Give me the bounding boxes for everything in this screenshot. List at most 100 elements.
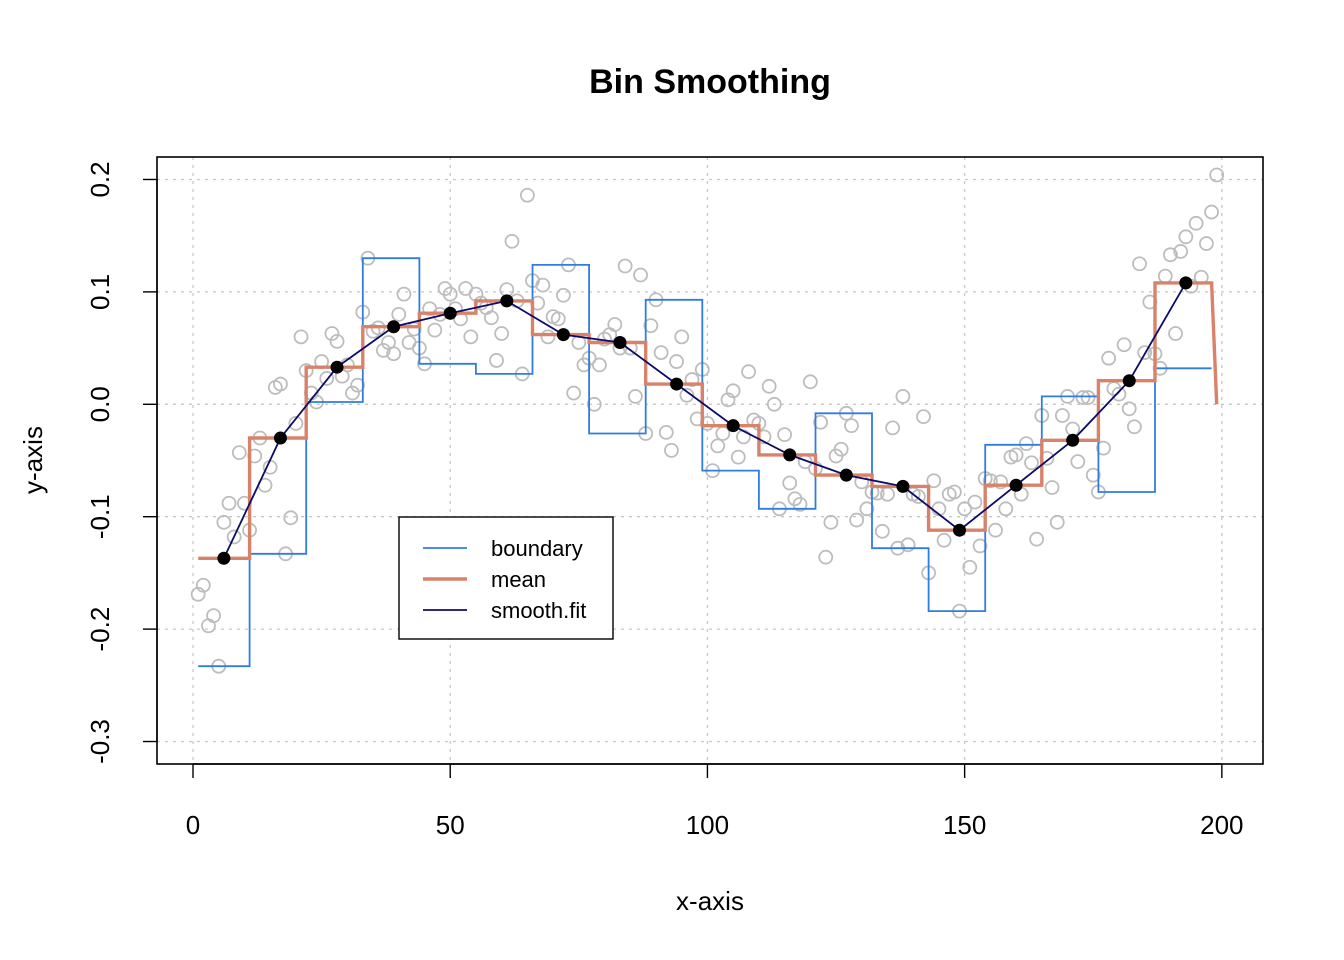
scatter-point (586, 396, 602, 412)
scatter-point (802, 374, 818, 390)
smooth-fit-point (1179, 276, 1193, 290)
x-tick-label: 0 (186, 810, 200, 840)
legend-mean-label: mean (491, 567, 546, 592)
x-tick-label: 150 (943, 810, 986, 840)
scatter-point (1080, 390, 1096, 405)
scatter-point (1163, 247, 1178, 263)
y-axis: -0.3 -0.2 -0.1 0.0 0.1 0.2 (85, 161, 158, 764)
scatter-point (391, 306, 407, 322)
scatter-point (1209, 167, 1225, 183)
smooth-fit-point (443, 306, 457, 320)
scatter-point (345, 385, 360, 401)
scatter-point (1049, 514, 1065, 530)
scatter-point (1018, 436, 1034, 452)
y-tick-label: 0.1 (85, 274, 115, 310)
scatter-point (633, 267, 648, 283)
y-tick-label: -0.2 (85, 607, 115, 652)
scatter-point (710, 438, 726, 454)
scatter-point (916, 409, 931, 425)
scatter-point (1111, 386, 1127, 402)
smooth-fit-point (726, 419, 740, 433)
scatter-point (283, 510, 299, 526)
scatter-point (1024, 455, 1039, 471)
scatter-point (273, 376, 288, 392)
smooth-fit-point (839, 468, 853, 482)
scatter-point (818, 549, 834, 565)
scatter-point (206, 608, 221, 624)
scatter-point (946, 484, 962, 500)
legend-boundary-label: boundary (491, 536, 583, 561)
scatter-point (1075, 390, 1091, 405)
scatter-point (782, 475, 798, 491)
scatter-point (962, 559, 978, 575)
scatter-point (885, 420, 901, 436)
scatter-point (874, 523, 890, 539)
scatter-point (1132, 256, 1147, 272)
scatter-point (617, 258, 633, 274)
y-tick-label: -0.1 (85, 494, 115, 539)
scatter-point (427, 322, 443, 338)
scatter-point (1029, 531, 1045, 547)
scatter-point (777, 427, 792, 443)
scatter-point (643, 318, 659, 334)
scatter-point (231, 445, 247, 461)
legend-smooth-fit-label: smooth.fit (491, 598, 586, 623)
scatter-point (1178, 229, 1194, 245)
smooth-fit-point (1009, 478, 1023, 492)
smooth-fit-point (1066, 433, 1080, 447)
scatter-point (653, 345, 669, 360)
scatter-point (288, 416, 304, 431)
smooth-fit-line (223, 282, 1187, 559)
scatter-point (555, 287, 571, 303)
scatter-point (329, 333, 345, 349)
legend: boundary mean smooth.fit (398, 516, 614, 640)
y-tick-label: 0.2 (85, 161, 115, 197)
scatter-point (766, 396, 782, 412)
scatter-point (1126, 419, 1142, 435)
scatter-point (1070, 454, 1086, 470)
scatter-point (957, 501, 973, 517)
scatter-point (592, 357, 607, 373)
scatter-point (221, 495, 237, 511)
x-axis: 0 50 100 150 200 (186, 763, 1244, 840)
scatter-point (1168, 326, 1183, 341)
scatter-point (1008, 447, 1024, 463)
smooth-fit-point (896, 479, 910, 493)
scatter-point (813, 414, 828, 430)
scatter-point (540, 329, 556, 345)
mean-line (198, 281, 1219, 560)
scatter-point (1096, 440, 1111, 456)
scatter-point (669, 354, 684, 369)
scatter-point (674, 329, 690, 345)
smooth-fit-series (217, 276, 1193, 565)
scatter-point (1116, 337, 1132, 353)
smooth-fit-point (952, 523, 966, 537)
scatter-point (833, 441, 849, 457)
scatter-points (190, 167, 1225, 674)
scatter-point (936, 532, 952, 548)
scatter-point (550, 311, 566, 327)
scatter-point (1054, 408, 1070, 423)
scatter-point (849, 512, 865, 528)
scatter-point (859, 501, 875, 517)
scatter-point (972, 538, 988, 554)
y-tick-label: 0.0 (85, 386, 115, 422)
scatter-point (725, 383, 741, 399)
scatter-point (607, 317, 623, 332)
scatter-point (566, 385, 582, 401)
scatter-point (998, 501, 1014, 517)
smooth-fit-point (556, 328, 570, 342)
scatter-point (684, 372, 700, 387)
mean-series (198, 281, 1219, 560)
scatter-point (900, 537, 916, 553)
scatter-point (741, 364, 756, 380)
smooth-fit-point (670, 377, 684, 391)
scatter-point (504, 233, 520, 249)
scatter-point (319, 371, 335, 386)
scatter-point (967, 494, 983, 510)
scatter-point (1199, 236, 1214, 251)
smooth-fit-point (783, 448, 797, 462)
smooth-fit-point (330, 360, 344, 374)
scatter-point (628, 389, 643, 404)
scatter-point (1085, 467, 1101, 483)
